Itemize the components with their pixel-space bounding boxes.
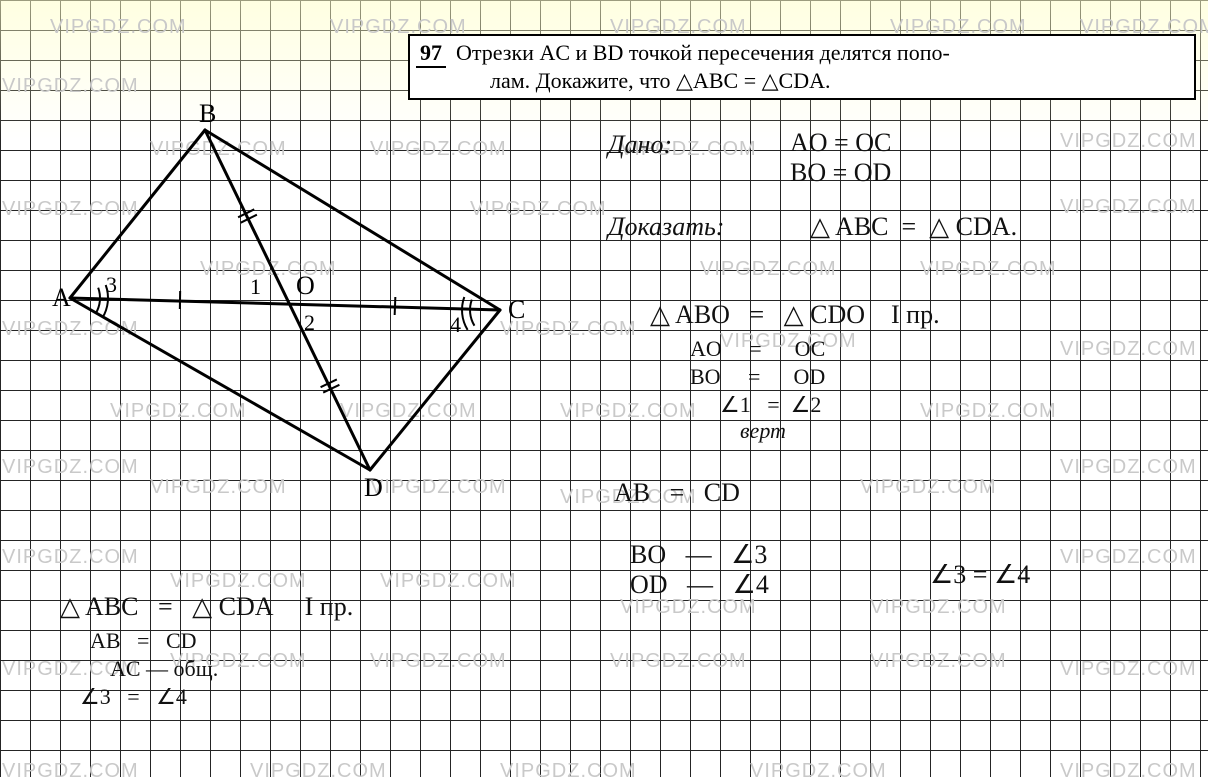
svg-text:A: A [52, 283, 71, 312]
proof2-r3: ∠3 = ∠4 [930, 560, 1030, 590]
geometry-figure: A B C D O 1 2 3 4 [0, 0, 560, 520]
proof1-r2: BO = OD [690, 364, 825, 390]
final-r1: AB = CD [90, 628, 197, 654]
prove-text: △ ABC = △ CDA. [810, 212, 1017, 242]
given-line2: BO = OD [790, 158, 891, 188]
svg-text:1: 1 [250, 274, 261, 299]
final-r3: ∠3 = ∠4 [80, 684, 187, 710]
proof1-r3: ∠1 = ∠2 [720, 392, 821, 418]
given-line1: AO = OC [790, 128, 891, 158]
page: VIPGDZ.COMVIPGDZ.COMVIPGDZ.COMVIPGDZ.COM… [0, 0, 1208, 777]
prove-heading: Доказать: [608, 212, 724, 242]
svg-text:B: B [199, 99, 216, 128]
svg-text:D: D [364, 473, 383, 502]
proof1-heading: △ ABO = △ CDO I пр. [650, 300, 940, 330]
mid-equality: AB = CD [614, 478, 740, 508]
svg-text:4: 4 [450, 312, 461, 337]
svg-text:C: C [508, 295, 525, 324]
svg-text:O: O [296, 271, 315, 300]
svg-text:2: 2 [304, 310, 315, 335]
final-r2: AC — общ. [110, 656, 218, 682]
svg-text:3: 3 [106, 272, 117, 297]
final-heading: △ ABC = △ CDA I пр. [60, 592, 353, 622]
proof1-r4: верт [740, 418, 786, 444]
proof1-r1: AO = OC [690, 336, 825, 362]
proof2-r1: BO — ∠3 [630, 540, 767, 570]
proof2-r2: OD — ∠4 [630, 570, 769, 600]
given-heading: Дано: [608, 130, 672, 160]
